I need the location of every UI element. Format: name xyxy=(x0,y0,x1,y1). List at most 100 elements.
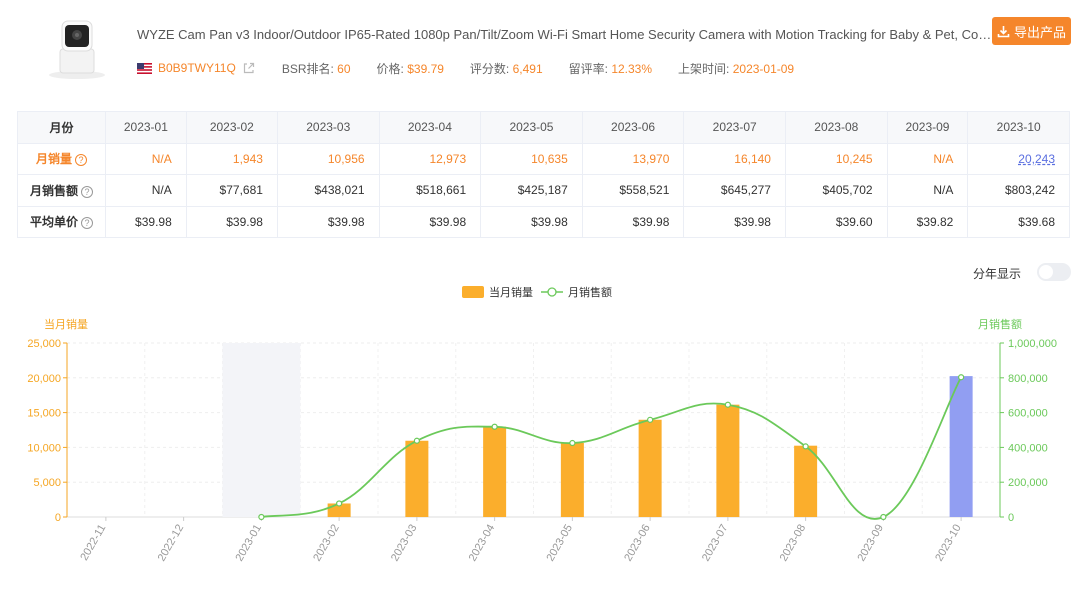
table-cell: 12,973 xyxy=(378,142,482,175)
month-header: 2023-10 xyxy=(967,111,1070,144)
row-label-text: 月销量 xyxy=(35,152,72,167)
row-label-text: 平均单价 xyxy=(29,215,78,230)
table-cell: N/A xyxy=(105,174,187,207)
x-tick-label: 2023-01 xyxy=(233,523,264,564)
month-header: 2023-07 xyxy=(683,111,786,144)
line-point[interactable] xyxy=(880,513,887,521)
export-product-button[interactable]: 导出产品 xyxy=(992,17,1071,45)
table-cell: $39.98 xyxy=(378,205,482,238)
price-label: 价格: xyxy=(376,61,404,76)
bsr-label: BSR排名: xyxy=(281,61,334,76)
table-cell: $803,242 xyxy=(967,174,1070,207)
chart-axes: 0 0 5,000 200,000 10,000 400,000 15,000 600,000… xyxy=(27,317,1057,563)
month-column-header: 月份 xyxy=(17,111,106,144)
right-axis-title: 月销售额 xyxy=(978,317,1022,331)
legend-swatch-point xyxy=(547,287,557,297)
right-tick-label: 800,000 xyxy=(1008,373,1048,385)
bar[interactable] xyxy=(716,404,740,517)
table-cell: N/A xyxy=(886,142,969,175)
help-icon[interactable]: ? xyxy=(81,185,93,198)
table-cell: $39.82 xyxy=(886,205,969,238)
line-point[interactable] xyxy=(724,401,731,408)
line-point[interactable] xyxy=(491,423,498,430)
year-toggle-switch[interactable] xyxy=(1037,263,1071,281)
left-tick-label: 10,000 xyxy=(27,442,61,454)
x-tick-label: 2023-07 xyxy=(700,523,731,564)
x-tick-label: 2023-02 xyxy=(311,523,342,564)
help-icon[interactable]: ? xyxy=(81,217,93,230)
table-cell: $77,681 xyxy=(185,174,278,207)
highlight-band xyxy=(222,343,301,517)
table-row-monthly-revenue: 月销售额? N/A $77,681 $438,021 $518,661 $425… xyxy=(17,174,1070,207)
table-cell: 10,245 xyxy=(784,142,888,175)
price-value: $39.79 xyxy=(407,61,444,76)
table-cell: $39.98 xyxy=(276,205,380,238)
line-point[interactable] xyxy=(958,374,965,381)
line-point[interactable] xyxy=(258,513,265,521)
highlight-band-rect xyxy=(222,343,301,517)
table-cell: $39.68 xyxy=(967,205,1070,238)
line-point[interactable] xyxy=(802,443,809,450)
table-cell: 10,635 xyxy=(480,142,583,175)
price-stat: 价格: $39.79 xyxy=(377,60,444,77)
product-header: WYZE Cam Pan v3 Indoor/Outdoor IP65-Rate… xyxy=(0,0,1080,100)
x-tick-label: 2022-11 xyxy=(78,523,108,563)
x-tick-label: 2023-04 xyxy=(467,523,498,564)
table-cell: $558,521 xyxy=(581,174,685,207)
review-rate-value: 12.33% xyxy=(611,61,653,76)
reviews-stat: 评分数: 6,491 xyxy=(470,60,543,77)
launch-date-stat: 上架时间: 2023-01-09 xyxy=(678,60,794,77)
line-point[interactable] xyxy=(647,416,654,423)
right-tick-label: 600,000 xyxy=(1008,408,1048,420)
bsr-stat: BSR排名: 60 xyxy=(282,60,351,77)
reviews-label: 评分数: xyxy=(469,61,510,76)
table-cell-link[interactable]: 20,243 xyxy=(967,142,1070,175)
x-tick-label: 2023-05 xyxy=(544,523,575,564)
month-header: 2023-03 xyxy=(276,111,380,144)
x-tick-label: 2023-09 xyxy=(855,523,886,564)
help-icon[interactable]: ? xyxy=(75,154,87,167)
bar[interactable] xyxy=(638,419,662,517)
review-rate-label: 留评率: xyxy=(568,61,608,76)
left-tick-label: 25,000 xyxy=(27,338,61,350)
right-tick-label: 200,000 xyxy=(1008,477,1048,489)
bar[interactable] xyxy=(949,376,973,517)
us-flag-icon xyxy=(137,62,152,74)
row-label-text: 月销售额 xyxy=(29,183,78,198)
table-cell: $39.98 xyxy=(185,205,278,238)
product-title[interactable]: WYZE Cam Pan v3 Indoor/Outdoor IP65-Rate… xyxy=(137,27,992,42)
table-cell: $39.98 xyxy=(105,205,187,238)
bar[interactable] xyxy=(405,440,429,517)
product-thumbnail[interactable] xyxy=(42,15,112,81)
legend-label-line: 月销售额 xyxy=(568,285,612,299)
left-axis-title: 当月销量 xyxy=(44,317,88,331)
table-cell: $518,661 xyxy=(378,174,482,207)
asin-link[interactable]: B0B9TWY11Q xyxy=(158,61,236,75)
x-tick-label: 2023-06 xyxy=(622,523,653,564)
legend-label-bar: 当月销量 xyxy=(489,285,533,299)
row-label-average-price: 平均单价? xyxy=(17,205,106,238)
month-header: 2023-04 xyxy=(378,111,482,144)
table-cell: N/A xyxy=(105,142,187,175)
table-cell: N/A xyxy=(886,174,969,207)
x-tick-label: 2022-12 xyxy=(156,523,187,564)
external-link-icon[interactable] xyxy=(242,61,256,75)
bar[interactable] xyxy=(794,445,818,517)
bar[interactable] xyxy=(483,426,507,517)
table-cell: $405,702 xyxy=(784,174,888,207)
x-tick-label: 2023-10 xyxy=(933,523,964,564)
x-tick-label: 2023-08 xyxy=(778,523,809,564)
line-point[interactable] xyxy=(413,437,420,444)
line-point[interactable] xyxy=(569,439,576,447)
table-row-monthly-sales: 月销量? N/A 1,943 10,956 12,973 10,635 13,9… xyxy=(17,142,1070,175)
right-tick-label: 400,000 xyxy=(1008,442,1048,454)
table-cell: $39.60 xyxy=(784,205,888,238)
reviews-value: 6,491 xyxy=(512,61,543,76)
month-header: 2023-02 xyxy=(185,111,278,144)
year-toggle-label: 分年显示 xyxy=(973,267,1022,281)
line-point[interactable] xyxy=(336,500,343,507)
row-label-monthly-revenue: 月销售额? xyxy=(17,174,106,207)
left-tick-label: 5,000 xyxy=(33,477,61,489)
bar[interactable] xyxy=(560,442,584,517)
